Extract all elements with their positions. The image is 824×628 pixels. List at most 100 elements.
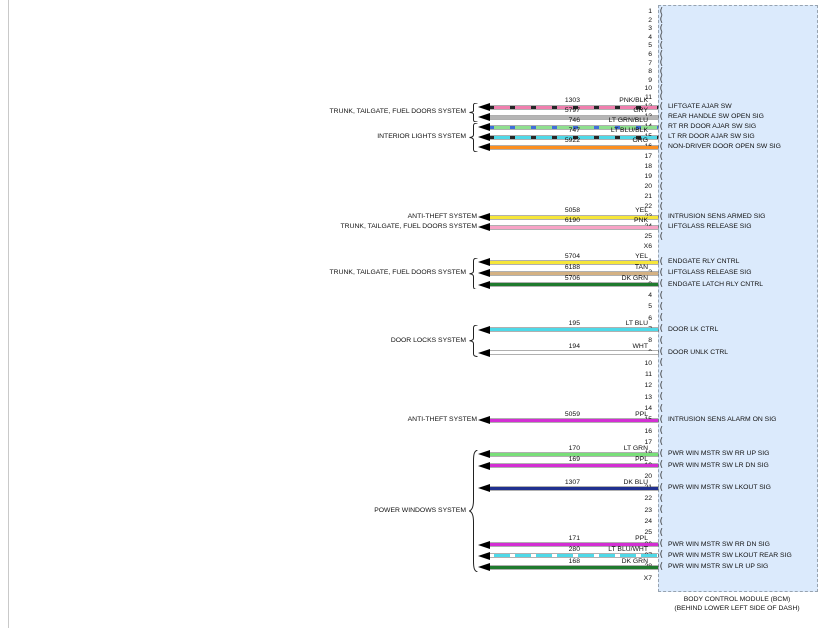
wire-circuit-number: 746 (568, 117, 580, 125)
pin-socket-icon: ( (658, 58, 664, 69)
pin-number: 5 (648, 42, 652, 50)
wire-arrow-icon (478, 258, 490, 267)
pin-number: 10 (644, 359, 652, 367)
pin-socket-icon: ( (658, 181, 664, 192)
pin-socket-icon: ( (658, 32, 664, 43)
wire-line (489, 486, 658, 490)
wire-circuit-number: 280 (568, 546, 580, 554)
pin-number: 2 (648, 16, 652, 24)
pin-socket-icon: ( (658, 92, 664, 103)
system-group-label: ANTI-THEFT SYSTEM (407, 416, 477, 424)
wire-circuit-number: 170 (568, 444, 580, 452)
pin-socket-icon: ( (658, 460, 664, 471)
wire-color-label: LT GRN/BLU (608, 117, 648, 125)
group-brace-icon (469, 258, 478, 290)
wire-line (489, 115, 658, 119)
wire-circuit-number: 5058 (564, 207, 580, 215)
pin-number: 20 (644, 183, 652, 191)
pin-number: 6 (648, 314, 652, 322)
group-brace-icon (469, 450, 478, 572)
pin-socket-icon: ( (658, 40, 664, 51)
wire-arrow-icon (478, 103, 490, 112)
pin-signal-label: REAR HANDLE SW OPEN SIG (668, 113, 764, 121)
wire-circuit-number: 5922 (564, 137, 580, 145)
wire-line (489, 418, 658, 422)
pin-signal-label: PWR WIN MSTR SW LKOUT REAR SIG (668, 551, 792, 559)
pin-signal-label: INTRUSION SENS ALARM ON SIG (668, 416, 777, 424)
pin-number: 8 (648, 337, 652, 345)
pin-socket-icon: ( (658, 131, 664, 142)
wire-arrow-icon (478, 450, 490, 459)
pin-number: 24 (644, 518, 652, 526)
pin-socket-icon: ( (658, 539, 664, 550)
wire-color-label: DK GRN (621, 275, 648, 283)
pin-socket-icon: ( (658, 256, 664, 267)
pin-number: 17 (644, 438, 652, 446)
wire-color-label: ORG (632, 137, 648, 145)
system-group-label: INTERIOR LIGHTS SYSTEM (377, 133, 466, 141)
pin-number: 20 (644, 472, 652, 480)
wire-color-label: TAN (634, 263, 648, 271)
pin-socket-icon: ( (658, 301, 664, 312)
bcm-caption-line1: BODY CONTROL MODULE (BCM) (683, 596, 791, 603)
pin-signal-label: LT RR DOOR AJAR SW SIG (668, 133, 755, 141)
pin-number: 11 (644, 371, 652, 379)
pin-number: 22 (644, 495, 652, 503)
pin-socket-icon: ( (658, 221, 664, 232)
pin-number: 25 (644, 233, 652, 241)
pin-number: 4 (648, 33, 652, 41)
wire-arrow-icon (478, 540, 490, 549)
wire-color-label: LT BLU/WHT (608, 546, 648, 554)
group-brace-icon (469, 103, 478, 122)
wire-line (489, 260, 658, 264)
pin-signal-label: PWR WIN MSTR SW RR UP SIG (668, 450, 770, 458)
pin-signal-label: INTRUSION SENS ARMED SIG (668, 213, 766, 221)
pin-signal-label: LIFTGLASS RELEASE SIG (668, 223, 752, 231)
wire-circuit-number: 1307 (564, 478, 580, 486)
pin-socket-icon: ( (658, 448, 664, 459)
wire-color-label: DK BLU (623, 478, 648, 486)
wire-arrow-icon (478, 563, 490, 572)
wire-color-label: YEL (635, 252, 648, 260)
wire-arrow-icon (478, 461, 490, 470)
pin-socket-icon: ( (658, 101, 664, 112)
wire-line (489, 543, 658, 547)
wire-color-label: PPL (635, 455, 648, 463)
pin-signal-label: LIFTGLASS RELEASE SIG (668, 269, 752, 277)
wire-color-label: PNK/BLK (619, 97, 648, 105)
pin-number: 8 (648, 68, 652, 76)
wire-circuit-number: 5059 (564, 410, 580, 418)
bcm-caption-line2: (BEHIND LOWER LEFT SIDE OF DASH) (674, 604, 800, 612)
wire-line (489, 464, 658, 468)
pin-socket-icon: ( (658, 392, 664, 403)
wire-color-label: GRY (633, 107, 648, 115)
wire-circuit-number: 194 (568, 342, 580, 350)
system-group-label: POWER WINDOWS SYSTEM (374, 506, 466, 514)
wire-circuit-number: 5797 (564, 107, 580, 115)
pin-socket-icon: ( (658, 482, 664, 493)
wire-line (489, 105, 658, 109)
wire-line (489, 565, 658, 569)
pin-number: 16 (644, 427, 652, 435)
wire-line (489, 452, 658, 456)
pin-number: 5 (648, 303, 652, 311)
pin-socket-icon: ( (658, 437, 664, 448)
pin-socket-icon: ( (658, 211, 664, 222)
pin-number: 4 (648, 292, 652, 300)
pin-socket-icon: ( (658, 403, 664, 414)
wire-color-label: LT BLU (625, 320, 648, 328)
wire-circuit-number: 747 (568, 127, 580, 135)
pin-number: 22 (644, 203, 652, 211)
pin-number: 1 (648, 8, 652, 16)
pin-socket-icon: ( (658, 121, 664, 132)
pin-number: 17 (644, 153, 652, 161)
pin-socket-icon: ( (658, 49, 664, 60)
pin-socket-icon: ( (658, 335, 664, 346)
pin-socket-icon: ( (658, 313, 664, 324)
group-brace-icon (469, 123, 478, 152)
wire-arrow-icon (478, 551, 490, 560)
pin-number: 18 (644, 163, 652, 171)
pin-socket-icon: ( (658, 516, 664, 527)
pin-number: 6 (648, 51, 652, 59)
